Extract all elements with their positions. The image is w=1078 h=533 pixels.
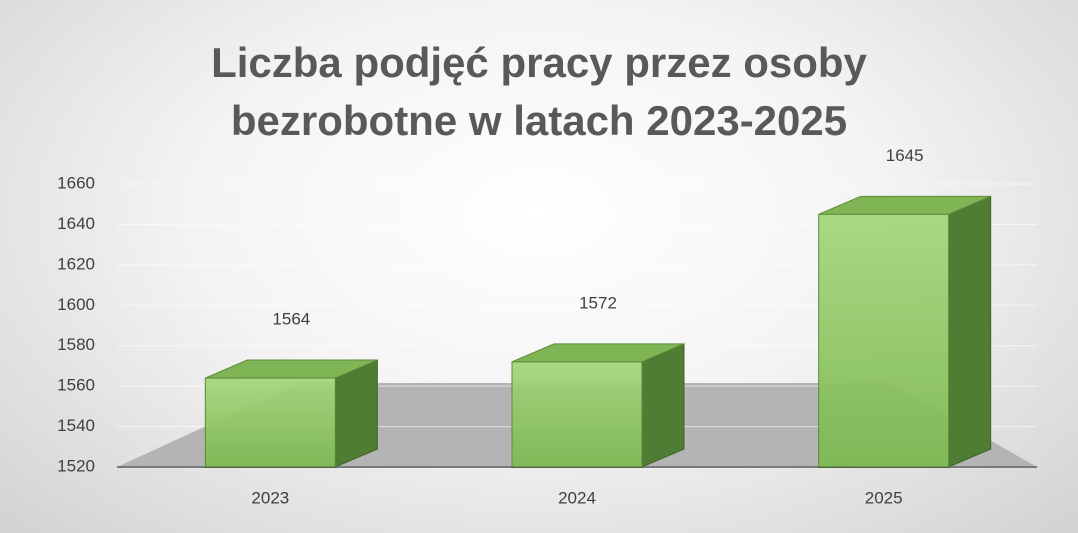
bar-side [641,343,685,468]
data-label: 1645 [886,146,924,165]
data-label: 1572 [579,293,617,312]
y-tick-label: 1660 [57,173,95,192]
y-tick-label: 1560 [57,376,95,395]
bar-side [334,359,378,468]
data-label: 1564 [272,310,310,329]
y-tick-label: 1600 [57,295,95,314]
y-tick-label: 1640 [57,214,95,233]
y-tick-label: 1620 [57,254,95,273]
x-tick-label: 2025 [865,488,903,507]
bar [511,361,643,468]
y-tick-label: 1520 [57,456,95,475]
bar-side [948,195,992,468]
bar [204,377,336,468]
bar [818,213,950,468]
x-tick-label: 2024 [558,488,596,507]
y-tick-label: 1580 [57,335,95,354]
x-tick-label: 2023 [251,488,289,507]
y-tick-label: 1540 [57,416,95,435]
chart-title: Liczba podjęć pracy przez osoby bezrobot… [211,39,867,144]
